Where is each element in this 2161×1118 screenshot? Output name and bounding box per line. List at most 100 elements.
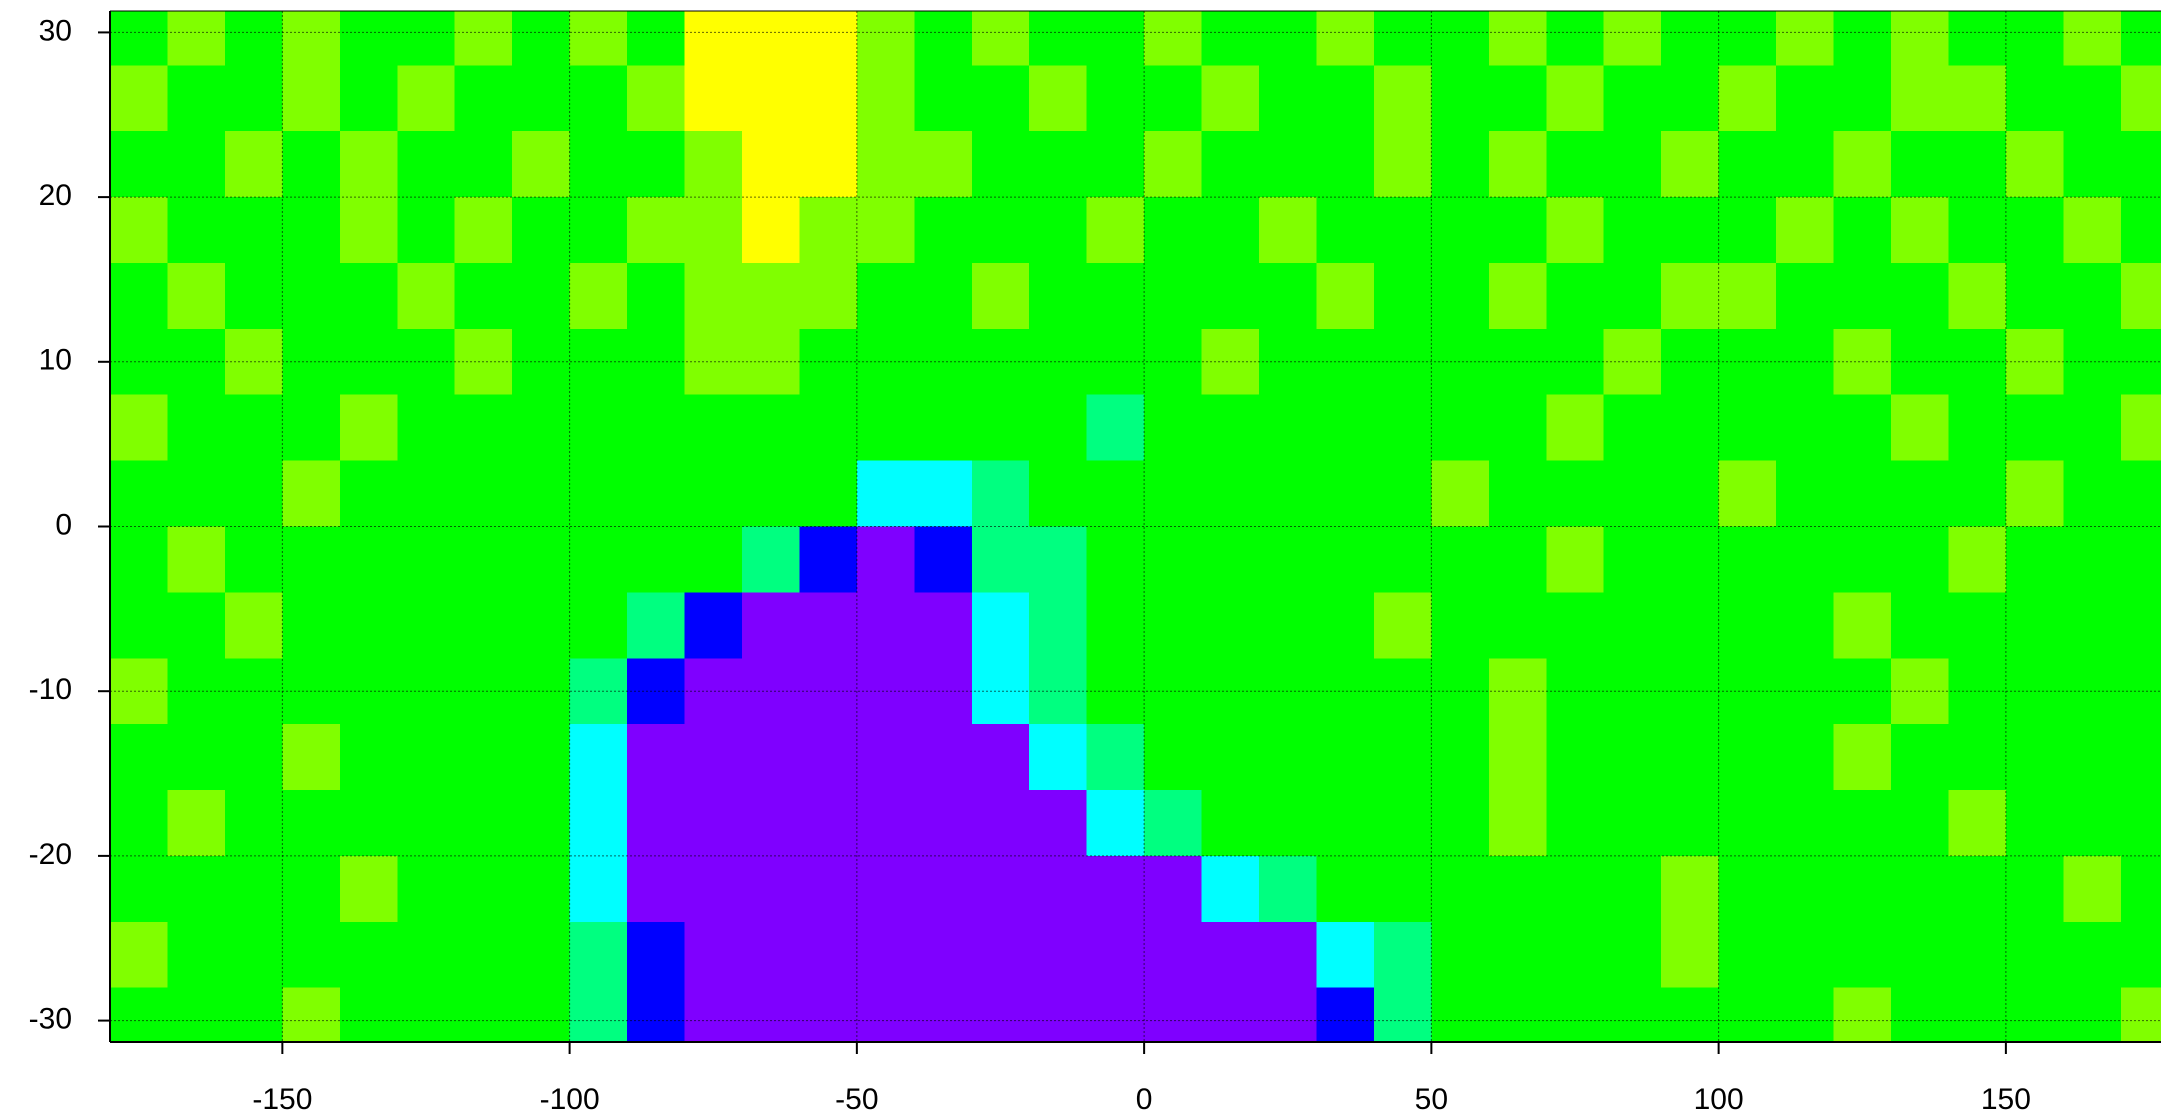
heatmap-cell — [1029, 394, 1088, 462]
heatmap-cell — [1144, 11, 1203, 66]
heatmap-cell — [971, 65, 1030, 132]
heatmap-cell — [2120, 65, 2161, 132]
heatmap-cell — [1890, 526, 1949, 593]
heatmap-cell — [569, 526, 628, 593]
heatmap-cell — [1144, 790, 1203, 857]
heatmap-cell — [799, 592, 858, 659]
heatmap-cell — [167, 460, 226, 527]
heatmap-cell — [1948, 987, 2007, 1042]
heatmap-cell — [914, 592, 973, 659]
heatmap-cell — [167, 790, 226, 857]
heatmap-cell — [512, 11, 571, 66]
heatmap-cell — [1373, 131, 1432, 198]
heatmap-cell — [1259, 790, 1317, 857]
heatmap-cell — [1546, 724, 1605, 791]
heatmap-cell — [1890, 592, 1949, 659]
heatmap-cell — [339, 790, 398, 857]
heatmap-cell — [1833, 921, 1892, 989]
heatmap-cell — [339, 987, 398, 1042]
heatmap-cell — [282, 855, 341, 923]
heatmap-cell — [1546, 987, 1605, 1042]
heatmap-cell — [2063, 526, 2122, 593]
heatmap-cell — [512, 328, 571, 396]
heatmap-cell — [512, 658, 571, 725]
heatmap-cell — [1144, 658, 1203, 725]
heatmap-cell — [1201, 262, 1260, 330]
heatmap-cell — [167, 131, 226, 198]
heatmap-cell — [1546, 197, 1605, 264]
heatmap-cell — [971, 855, 1030, 923]
heatmap-cell — [167, 592, 226, 659]
heatmap-cell — [1718, 724, 1777, 791]
heatmap-cell — [1201, 855, 1260, 923]
heatmap-cell — [971, 790, 1030, 857]
heatmap-cell — [971, 460, 1030, 527]
heatmap-cell — [799, 987, 858, 1042]
heatmap-cell — [741, 855, 800, 923]
heatmap-cell — [512, 460, 571, 527]
heatmap-cell — [110, 921, 168, 989]
heatmap-cell — [1316, 987, 1375, 1042]
heatmap-cell — [2063, 855, 2122, 923]
heatmap-cell — [1546, 855, 1605, 923]
y-tick-label: -20 — [29, 838, 72, 871]
heatmap-cell — [856, 460, 915, 527]
heatmap-cell — [1144, 65, 1203, 132]
heatmap-cell — [914, 460, 973, 527]
heatmap-cell — [1201, 987, 1260, 1042]
heatmap-cell — [339, 394, 398, 462]
heatmap-cell — [1833, 855, 1892, 923]
heatmap-cell — [167, 855, 226, 923]
heatmap-cell — [569, 460, 628, 527]
heatmap-cell — [224, 987, 283, 1042]
heatmap-cell — [2120, 394, 2161, 462]
heatmap-cell — [512, 394, 571, 462]
heatmap-cell — [1776, 197, 1835, 264]
heatmap-cell — [1718, 197, 1777, 264]
heatmap-cell — [684, 131, 743, 198]
heatmap-cell — [224, 197, 283, 264]
heatmap-cell — [1776, 855, 1835, 923]
heatmap-cell — [1373, 987, 1432, 1042]
heatmap-cell — [512, 65, 571, 132]
heatmap-cell — [1776, 328, 1835, 396]
heatmap-cell — [1086, 460, 1145, 527]
heatmap-cell — [799, 328, 858, 396]
heatmap-cell — [282, 65, 341, 132]
heatmap-cell — [1603, 790, 1662, 857]
heatmap-cell — [741, 460, 800, 527]
heatmap-cell — [1776, 724, 1835, 791]
heatmap-cell — [2005, 65, 2064, 132]
heatmap-cell — [1086, 131, 1145, 198]
heatmap-cell — [1431, 921, 1490, 989]
x-tick-label: -150 — [252, 1083, 312, 1116]
heatmap-cell — [339, 855, 398, 923]
heatmap-cell — [2120, 724, 2161, 791]
heatmap-cell — [1890, 855, 1949, 923]
heatmap-cell — [339, 328, 398, 396]
heatmap-cell — [110, 131, 168, 198]
heatmap-cell — [339, 65, 398, 132]
heatmap-cell — [1661, 921, 1720, 989]
heatmap-cell — [856, 987, 915, 1042]
heatmap-cell — [1259, 394, 1317, 462]
heatmap-cell — [569, 592, 628, 659]
heatmap-cell — [914, 526, 973, 593]
heatmap-cell — [2005, 394, 2064, 462]
y-tick-label: 10 — [39, 344, 72, 377]
heatmap-cell — [1431, 724, 1490, 791]
heatmap-cell — [282, 460, 341, 527]
heatmap-cell — [2005, 855, 2064, 923]
heatmap-cell — [224, 262, 283, 330]
heatmap-cell — [224, 460, 283, 527]
heatmap-cell — [1546, 131, 1605, 198]
heatmap-cell — [282, 921, 341, 989]
heatmap-cell — [856, 855, 915, 923]
heatmap-cell — [397, 460, 456, 527]
heatmap-cell — [1086, 262, 1145, 330]
heatmap-cell — [167, 921, 226, 989]
heatmap-cell — [1603, 855, 1662, 923]
heatmap-cell — [1201, 921, 1260, 989]
heatmap-cell — [856, 724, 915, 791]
